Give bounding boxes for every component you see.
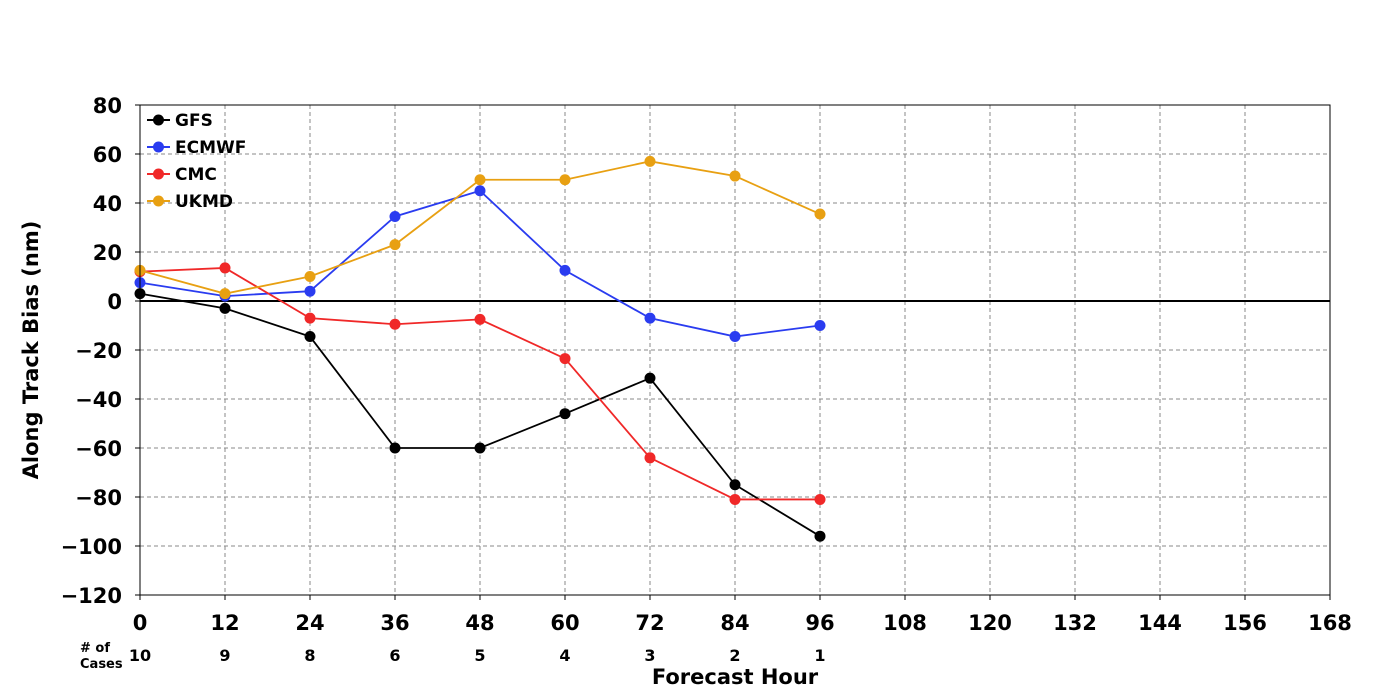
legend-swatch-marker: [153, 195, 164, 207]
x-tick-label: 12: [210, 611, 239, 635]
x-tick-label: 72: [635, 611, 664, 635]
data-point-ukmd: [644, 155, 656, 167]
case-count: 1: [814, 646, 825, 665]
y-tick-label: −100: [61, 535, 122, 559]
x-tick-label: 168: [1308, 611, 1352, 635]
data-point-ecmwf: [644, 312, 656, 324]
series-lines: [134, 155, 826, 542]
x-tick-label: 108: [883, 611, 927, 635]
legend-swatch-marker: [153, 114, 164, 126]
case-count: 6: [389, 646, 400, 665]
x-tick-label: 0: [133, 611, 148, 635]
y-tick-label: −120: [61, 584, 122, 608]
legend: GFS ECMWF CMC UKMD: [147, 111, 246, 212]
x-tick-label: 36: [380, 611, 409, 635]
y-tick-label: 20: [93, 241, 122, 265]
data-point-gfs: [559, 408, 571, 420]
legend-label: UKMD: [175, 192, 233, 212]
y-tick-label: −60: [75, 437, 122, 461]
case-count: 5: [474, 646, 485, 665]
cases-row: # of Cases 10 9 8 6 5 4 3 2 1: [80, 641, 826, 672]
x-tick-label: 144: [1138, 611, 1182, 635]
case-count: 2: [729, 646, 740, 665]
case-count: 4: [559, 646, 570, 665]
data-point-gfs: [814, 530, 826, 542]
data-point-ukmd: [389, 239, 401, 251]
data-point-ecmwf: [389, 210, 401, 222]
x-tick-label: 24: [295, 611, 324, 635]
data-point-cmc: [559, 353, 571, 365]
data-point-cmc: [729, 493, 741, 505]
y-tick-label: −20: [75, 339, 122, 363]
data-point-ukmd: [474, 174, 486, 186]
data-point-ecmwf: [729, 331, 741, 343]
data-point-gfs: [304, 331, 316, 343]
legend-item-ukmd: UKMD: [147, 192, 233, 212]
legend-swatch-marker: [153, 168, 164, 180]
data-point-gfs: [729, 479, 741, 491]
case-count: 8: [304, 646, 315, 665]
y-tick-label: 80: [93, 94, 122, 118]
legend-item-ecmwf: ECMWF: [147, 138, 246, 158]
y-tick-label: −80: [75, 486, 122, 510]
case-count: 9: [219, 646, 230, 665]
data-point-ukmd: [304, 271, 316, 282]
y-axis-ticks: 80 60 40 20 0 −20 −40 −60 −80 −100 −120: [61, 94, 140, 608]
data-point-ecmwf: [559, 264, 571, 276]
x-tick-label: 60: [550, 611, 579, 635]
y-tick-label: −40: [75, 388, 122, 412]
y-tick-label: 40: [93, 192, 122, 216]
data-point-ecmwf: [304, 285, 316, 297]
data-point-ecmwf: [474, 185, 486, 197]
x-tick-label: 84: [720, 611, 749, 635]
legend-label: ECMWF: [175, 138, 246, 158]
x-axis-label: Forecast Hour: [652, 665, 819, 689]
legend-label: CMC: [175, 165, 217, 185]
cases-label-line1: # of: [80, 641, 110, 656]
case-count: 3: [644, 646, 655, 665]
data-point-ukmd: [814, 208, 826, 220]
x-tick-label: 48: [465, 611, 494, 635]
data-point-ecmwf: [814, 320, 826, 331]
data-point-gfs: [389, 442, 401, 454]
legend-swatch-marker: [153, 141, 164, 153]
data-point-gfs: [219, 302, 231, 314]
legend-label: GFS: [175, 111, 213, 131]
data-point-cmc: [219, 262, 231, 274]
data-point-cmc: [814, 493, 826, 505]
data-point-cmc: [474, 313, 486, 325]
x-axis-ticks: 0 12 24 36 48 60 72 84 96 108 120 132 144 156 168: [133, 595, 1352, 635]
data-point-cmc: [304, 312, 316, 324]
data-point-ukmd: [559, 174, 571, 186]
data-point-cmc: [389, 318, 401, 330]
x-tick-label: 132: [1053, 611, 1097, 635]
data-point-ukmd: [219, 288, 231, 300]
x-tick-label: 96: [805, 611, 834, 635]
y-tick-label: 0: [107, 290, 122, 314]
data-point-gfs: [644, 372, 656, 384]
data-point-cmc: [644, 452, 656, 464]
data-point-ukmd: [729, 170, 741, 182]
cases-label-line2: Cases: [80, 657, 123, 672]
x-tick-label: 156: [1223, 611, 1267, 635]
legend-item-gfs: GFS: [147, 111, 213, 131]
legend-item-cmc: CMC: [147, 165, 217, 185]
y-axis-label: Along Track Bias (nm): [19, 221, 43, 480]
y-tick-label: 60: [93, 143, 122, 167]
case-count: 10: [129, 646, 151, 665]
x-tick-label: 120: [968, 611, 1012, 635]
data-point-gfs: [474, 442, 486, 454]
